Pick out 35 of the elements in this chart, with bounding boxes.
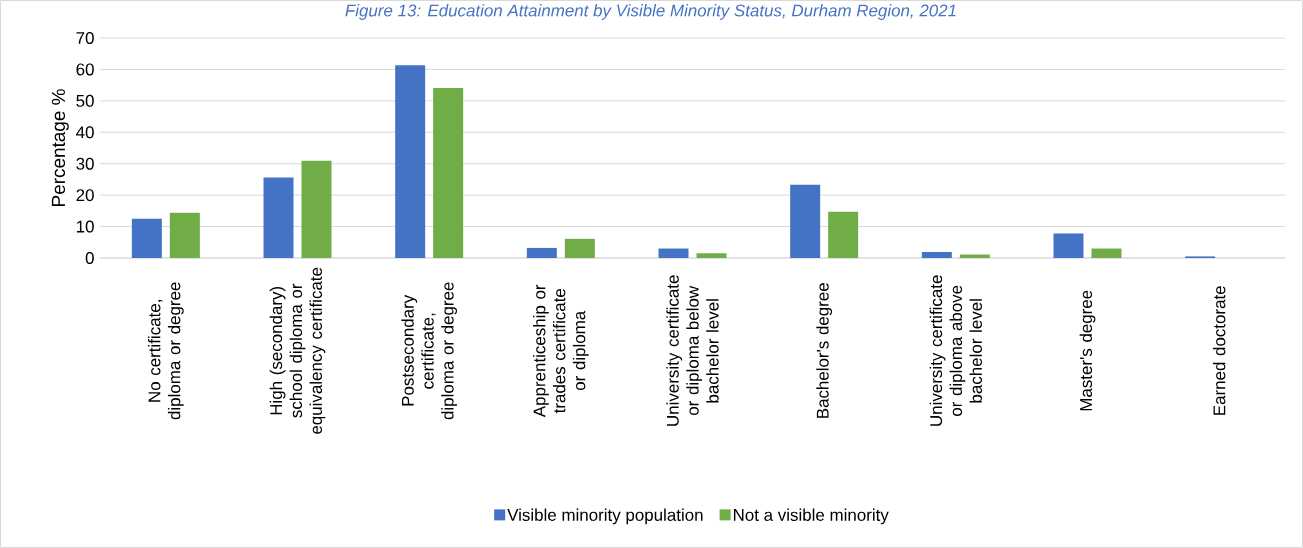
x-tick-label: Apprenticeship or trades certificate or diploma — [533, 284, 589, 418]
legend-label: Not a visible minority — [733, 508, 889, 525]
y-tick-label: 70 — [76, 31, 94, 44]
bar — [263, 177, 294, 258]
x-tick-label: Postsecondary certificate, diploma or degree — [401, 282, 457, 420]
y-axis-title: Percentage % — [51, 89, 69, 206]
y-tick-label: 10 — [76, 220, 94, 233]
bar — [169, 212, 200, 258]
bar — [1053, 233, 1084, 258]
y-tick-label: 20 — [76, 189, 94, 202]
y-tick-label: 0 — [85, 251, 94, 264]
bar — [526, 247, 557, 258]
y-tick-label: 40 — [76, 126, 94, 139]
bar — [696, 253, 727, 258]
legend-label: Visible minority population — [507, 508, 703, 525]
x-tick-label: High (secondary) school diploma or equivalency certificate — [269, 267, 326, 434]
bar — [395, 65, 426, 258]
chart-title: Figure 13: Education Attainment by Visible Minority Status, Durham Region, 2021 — [345, 4, 956, 20]
bar — [1091, 248, 1122, 258]
x-tick-label: No certificate, diploma or degree — [148, 282, 184, 420]
y-tick-label: 60 — [76, 63, 94, 76]
bar — [790, 184, 821, 258]
x-tick-label: University certificate or diploma above bachelor level — [929, 275, 982, 426]
bar — [921, 252, 952, 258]
y-tick-label: 50 — [76, 94, 94, 107]
bar — [828, 211, 859, 258]
x-tick-label: Master's degree — [1079, 290, 1096, 411]
bar — [564, 238, 595, 258]
x-tick-label: Earned doctorate — [1212, 286, 1226, 415]
bar — [301, 160, 332, 258]
bar — [658, 248, 689, 258]
bar — [433, 87, 464, 258]
y-tick-label: 30 — [76, 157, 94, 170]
x-tick-label: Bachelor's degree — [816, 283, 833, 418]
bar — [131, 218, 162, 258]
